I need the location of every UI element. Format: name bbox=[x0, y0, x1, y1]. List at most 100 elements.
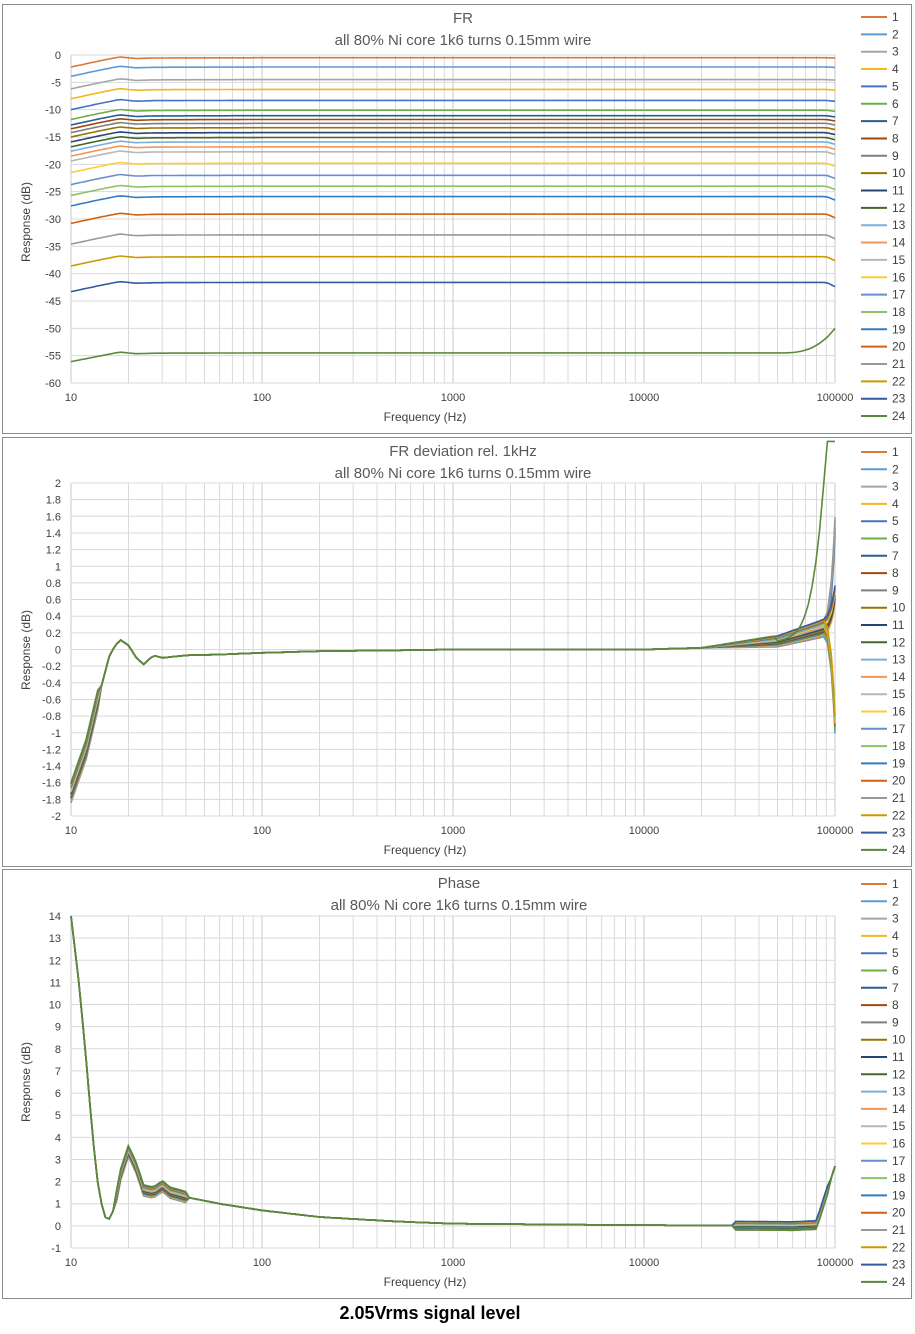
y-tick-label: -0.2 bbox=[42, 661, 61, 673]
y-tick-label: 3 bbox=[55, 1154, 61, 1166]
y-tick-label: 9 bbox=[55, 1022, 61, 1034]
legend-label: 2 bbox=[892, 462, 899, 476]
series-line-8 bbox=[70, 117, 836, 130]
legend-label: 11 bbox=[892, 618, 905, 632]
y-tick-label: 0 bbox=[55, 1221, 61, 1233]
y-tick-label: 0.4 bbox=[46, 611, 61, 623]
y-tick-label: -55 bbox=[45, 351, 61, 363]
y-tick-label: -5 bbox=[51, 77, 61, 89]
chart-title: FR bbox=[453, 10, 473, 27]
legend-label: 24 bbox=[892, 409, 906, 423]
y-tick-label: -15 bbox=[45, 132, 61, 144]
signal-level-caption: 2.05Vrms signal level bbox=[339, 1303, 521, 1323]
phase-chart-panel: Phase all 80% Ni core 1k6 turns 0.15mm w… bbox=[2, 869, 912, 1299]
y-tick-label: -45 bbox=[45, 296, 61, 308]
series-line-17 bbox=[70, 173, 836, 186]
legend-label: 16 bbox=[892, 705, 906, 719]
y-axis-title: Response (dB) bbox=[19, 610, 33, 690]
y-tick-label: 0.2 bbox=[46, 628, 61, 640]
legend-label: 22 bbox=[892, 808, 906, 822]
series-line-11 bbox=[70, 131, 836, 143]
legend-label: 13 bbox=[892, 653, 906, 667]
legend-label: 22 bbox=[892, 374, 906, 388]
y-tick-label: 5 bbox=[55, 1110, 61, 1122]
y-tick-label: 0.8 bbox=[46, 578, 61, 590]
legend-label: 6 bbox=[892, 964, 899, 978]
legend-label: 17 bbox=[892, 722, 906, 736]
legend-label: 1 bbox=[892, 445, 899, 459]
legend-label: 24 bbox=[892, 1275, 906, 1289]
y-tick-label: -0.6 bbox=[42, 694, 61, 706]
series-line-10 bbox=[70, 126, 836, 138]
y-tick-label: -20 bbox=[45, 159, 61, 171]
x-tick-label: 10000 bbox=[629, 392, 660, 404]
series-line-12 bbox=[70, 135, 836, 148]
legend-label: 9 bbox=[892, 583, 899, 597]
fr-deviation-chart-panel: FR deviation rel. 1kHz all 80% Ni core 1… bbox=[2, 437, 912, 867]
legend-label: 13 bbox=[892, 1085, 906, 1099]
series-line-7 bbox=[70, 114, 836, 126]
x-tick-label: 1000 bbox=[441, 825, 465, 837]
y-tick-label: -35 bbox=[45, 241, 61, 253]
legend-label: 8 bbox=[892, 998, 899, 1012]
y-axis-title: Response (dB) bbox=[19, 1042, 33, 1122]
chart-title: Phase bbox=[438, 875, 481, 892]
x-tick-label: 1000 bbox=[441, 392, 465, 404]
series-line-16 bbox=[70, 161, 836, 174]
y-tick-label: -0.8 bbox=[42, 711, 61, 723]
y-tick-label: -40 bbox=[45, 269, 61, 281]
legend-label: 22 bbox=[892, 1240, 906, 1254]
series-line-1 bbox=[70, 56, 835, 68]
legend-label: 19 bbox=[892, 322, 906, 336]
y-tick-label: 13 bbox=[49, 933, 61, 945]
legend-label: 14 bbox=[892, 670, 906, 684]
y-tick-label: 1.2 bbox=[46, 545, 61, 557]
legend-label: 15 bbox=[892, 687, 906, 701]
legend-label: 3 bbox=[892, 45, 899, 59]
legend-label: 11 bbox=[892, 1050, 905, 1064]
y-tick-label: -1 bbox=[51, 728, 61, 740]
y-tick-label: -1.4 bbox=[42, 761, 61, 773]
x-axis-title: Frequency (Hz) bbox=[384, 410, 467, 424]
legend-label: 5 bbox=[892, 946, 899, 960]
legend-label: 17 bbox=[892, 288, 906, 302]
y-tick-label: 12 bbox=[49, 955, 61, 967]
legend-label: 9 bbox=[892, 149, 899, 163]
x-tick-label: 10 bbox=[65, 1257, 77, 1269]
legend-label: 12 bbox=[892, 635, 906, 649]
y-tick-label: -1.2 bbox=[42, 744, 61, 756]
fr-deviation-chart: FR deviation rel. 1kHz all 80% Ni core 1… bbox=[19, 440, 906, 857]
legend-label: 23 bbox=[892, 826, 906, 840]
series-line-5 bbox=[70, 98, 836, 111]
legend-label: 9 bbox=[892, 1015, 899, 1029]
series-line-6 bbox=[70, 108, 836, 121]
legend-label: 19 bbox=[892, 1188, 906, 1202]
legend-label: 18 bbox=[892, 1171, 906, 1185]
y-tick-label: 1 bbox=[55, 561, 61, 573]
x-tick-label: 100 bbox=[253, 392, 271, 404]
x-tick-label: 100 bbox=[253, 825, 271, 837]
x-axis-title: Frequency (Hz) bbox=[384, 843, 467, 857]
legend-label: 8 bbox=[892, 131, 899, 145]
x-tick-label: 10000 bbox=[629, 825, 660, 837]
legend-label: 15 bbox=[892, 1119, 906, 1133]
y-tick-label: -30 bbox=[45, 214, 61, 226]
y-tick-label: -0.4 bbox=[42, 678, 61, 690]
y-tick-label: 4 bbox=[55, 1132, 61, 1144]
legend-label: 4 bbox=[892, 62, 899, 76]
legend-label: 2 bbox=[892, 27, 899, 41]
y-tick-label: -60 bbox=[45, 378, 61, 390]
x-tick-label: 100 bbox=[253, 1257, 271, 1269]
y-tick-label: -25 bbox=[45, 187, 61, 199]
series-line-2 bbox=[70, 65, 835, 78]
chart-subtitle: all 80% Ni core 1k6 turns 0.15mm wire bbox=[331, 897, 588, 914]
legend-label: 18 bbox=[892, 739, 906, 753]
legend-label: 1 bbox=[892, 10, 899, 24]
legend-label: 14 bbox=[892, 236, 906, 250]
chart-subtitle: all 80% Ni core 1k6 turns 0.15mm wire bbox=[335, 32, 592, 49]
legend-label: 21 bbox=[892, 791, 906, 805]
y-tick-label: 11 bbox=[50, 977, 61, 989]
x-tick-label: 100000 bbox=[817, 825, 854, 837]
legend-label: 1 bbox=[892, 877, 899, 891]
x-tick-label: 100000 bbox=[817, 392, 854, 404]
